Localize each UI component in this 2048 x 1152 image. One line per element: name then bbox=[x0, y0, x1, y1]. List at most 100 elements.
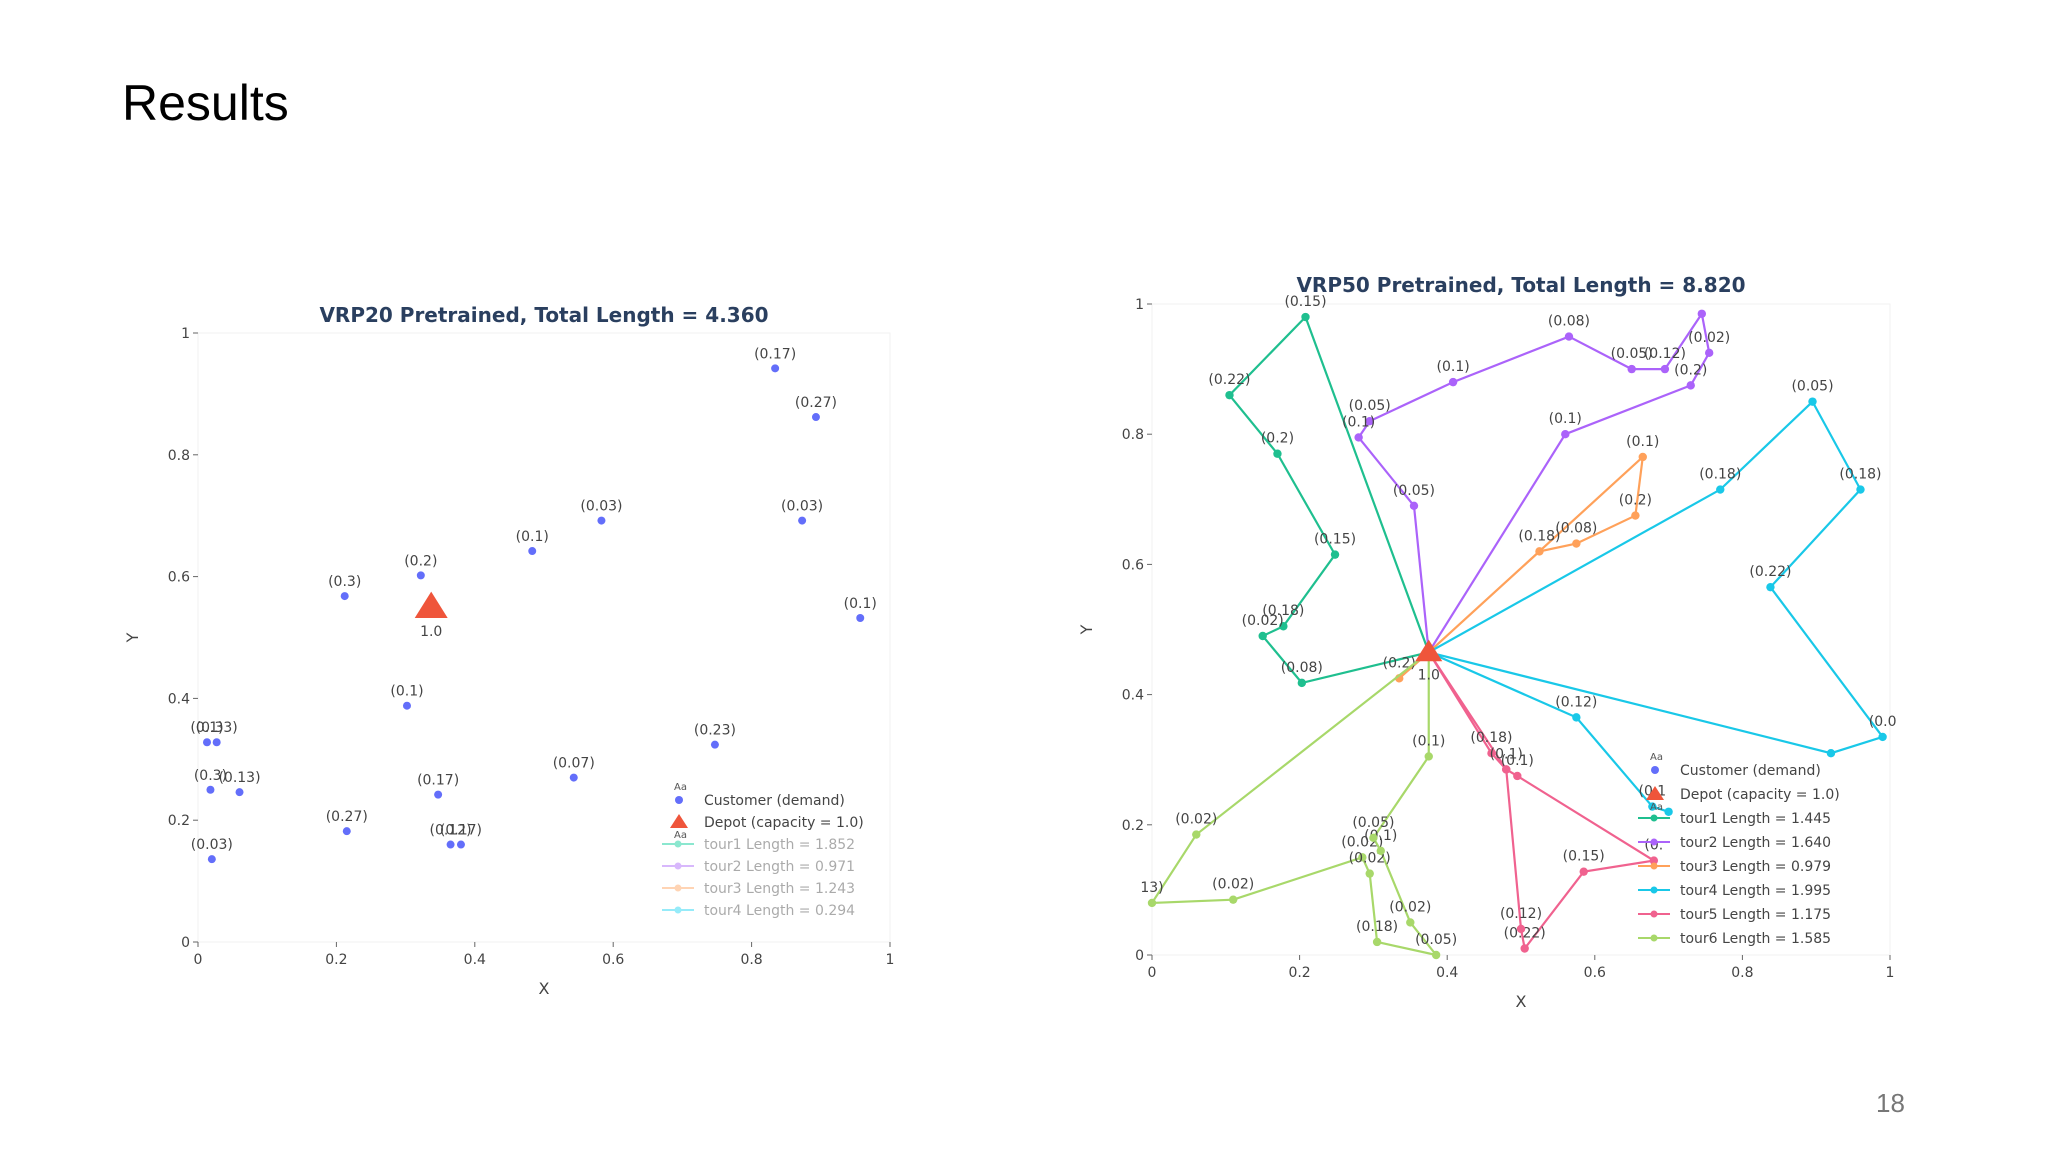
legend-tour-marker bbox=[1650, 862, 1658, 870]
tour-stop-demand-label: (0.1) bbox=[1437, 359, 1470, 375]
tour-stop-point bbox=[1766, 582, 1775, 592]
x-axis-label: X bbox=[539, 979, 550, 998]
tour-stop-point bbox=[1561, 430, 1570, 439]
tour-stop-demand-label: (0.12) bbox=[1644, 346, 1686, 362]
legend-tour-marker bbox=[674, 862, 682, 870]
customer-point bbox=[207, 855, 216, 864]
tour-stop-point bbox=[1716, 485, 1725, 494]
page-number: 18 bbox=[1876, 1088, 1905, 1118]
tour-stop-demand-label: (0.02) bbox=[1349, 851, 1391, 867]
legend-tour-marker bbox=[674, 840, 682, 848]
x-tick-label: 0.8 bbox=[1731, 965, 1753, 981]
customer-demand-label: (0.1) bbox=[516, 529, 549, 545]
vrp50-chart: VRP50 Pretrained, Total Length = 8.820 0 0… bbox=[1077, 273, 1896, 1011]
tour-stop-demand-label: (0.18) bbox=[1699, 467, 1741, 483]
tour-stop-demand-label: (0.15) bbox=[1284, 294, 1326, 310]
y-tick-label: 0.2 bbox=[168, 813, 190, 829]
y-tick-label: 0.6 bbox=[1122, 557, 1144, 573]
customer-demand-label: (0.3) bbox=[328, 574, 361, 590]
x-tick-label: 0.4 bbox=[1436, 965, 1458, 981]
legend-tour-marker bbox=[674, 884, 682, 892]
tour-stop-demand-label: (0.02) bbox=[1175, 812, 1217, 828]
depot-capacity-label: 1.0 bbox=[420, 624, 442, 640]
tour-stop-demand-label: (0.2) bbox=[1383, 655, 1416, 671]
customer-demand-label: (0.27) bbox=[326, 809, 368, 825]
customer-demand-label: (0.12) bbox=[430, 823, 472, 839]
tour-stop-point bbox=[1513, 771, 1522, 781]
tour-stop-demand-label: (0.08) bbox=[1281, 660, 1323, 676]
legend-item: Aa Customer (demand) bbox=[674, 782, 845, 809]
tour-stop-demand-label: (0.1) bbox=[1490, 746, 1523, 762]
tour-stop-point bbox=[1572, 713, 1581, 722]
chart-title: VRP20 Pretrained, Total Length = 4.360 bbox=[319, 303, 768, 327]
legend-item: tour5 Length = 1.175 bbox=[1638, 907, 1831, 923]
legend-label: Depot (capacity = 1.0) bbox=[1680, 787, 1840, 803]
tour-stop-demand-label: (0.15) bbox=[1314, 532, 1356, 548]
tour-stop-demand-label: (0.12) bbox=[1555, 694, 1597, 710]
legend-label: tour4 Length = 0.294 bbox=[704, 903, 855, 919]
tour-series: (0.18)(0.08) (0.2) (0.1) (0.2) bbox=[1383, 434, 1659, 683]
tour-stop-point bbox=[1664, 807, 1673, 816]
legend-label: tour1 Length = 1.445 bbox=[1680, 811, 1831, 827]
tour-stop-point bbox=[1147, 898, 1157, 908]
customer-point bbox=[710, 740, 719, 749]
x-tick-label: 0.6 bbox=[602, 952, 624, 968]
customer-point bbox=[569, 773, 578, 782]
legend-item: tour3 Length = 1.243 bbox=[662, 881, 855, 897]
tour-line bbox=[1398, 454, 1645, 680]
tour-stop-point bbox=[1431, 950, 1441, 960]
tour-stop-point bbox=[1258, 631, 1267, 641]
legend-aa-glyph: Aa bbox=[1650, 752, 1663, 763]
customer-point bbox=[342, 827, 351, 836]
depot-capacity-label: 1.0 bbox=[1418, 667, 1440, 683]
depot-marker bbox=[414, 591, 448, 619]
y-tick-label: 0.8 bbox=[168, 448, 190, 464]
customer-point bbox=[202, 738, 211, 747]
tour-stop-demand-label: (0.05) bbox=[1352, 815, 1394, 831]
legend-label: Depot (capacity = 1.0) bbox=[704, 815, 864, 831]
tour-series: (0.15) (0.22) (0.2) (0.15) (0.18)(0.02) (0.08… bbox=[1208, 294, 1433, 688]
plot-area bbox=[197, 332, 891, 943]
legend-label: tour2 Length = 0.971 bbox=[704, 859, 855, 875]
customer-point bbox=[456, 840, 465, 849]
tour-stop-point bbox=[1638, 452, 1647, 462]
customer-demand-label: (0.27) bbox=[795, 395, 837, 411]
tour-stop-point bbox=[1365, 416, 1374, 426]
tour-stop-point bbox=[1808, 397, 1817, 406]
tour-stop-demand-label: (0.05) bbox=[1393, 483, 1435, 499]
customer-point bbox=[798, 516, 807, 525]
tour-stop-demand-label: (0.08) bbox=[1555, 521, 1597, 537]
y-tick-label: 0 bbox=[181, 935, 190, 951]
plot-area bbox=[1151, 303, 1891, 956]
tour-series: (0.18)(0.05)(0.18)(0.22)(0.0(0.12)(0.1 bbox=[1424, 379, 1896, 816]
tour-stop-demand-label: (0.2) bbox=[1261, 431, 1294, 447]
legend-item: tour1 Length = 1.852 bbox=[662, 837, 855, 853]
tour-series: (0.18)(0.1)(0.1)(0.(0.15)(0.22)(0.12) bbox=[1424, 648, 1663, 953]
tour-series: (0.02) 13) (0.02) (0.02) (0.02) (0.18) (0.05) (… bbox=[1140, 648, 1457, 960]
customer-demand-label: (0.1) bbox=[190, 720, 223, 736]
tour-stop-point bbox=[1660, 364, 1670, 374]
tour-stop-demand-label: (0.05) bbox=[1611, 346, 1653, 362]
customer-point bbox=[212, 738, 221, 747]
legend-label: tour6 Length = 1.585 bbox=[1680, 931, 1831, 947]
tour-stop-demand-label: (0.02) bbox=[1212, 877, 1254, 893]
tour-stop-demand-label: (0.18) bbox=[1470, 730, 1512, 746]
chart-title: VRP50 Pretrained, Total Length = 8.820 bbox=[1296, 273, 1745, 297]
tour-stop-point bbox=[1520, 944, 1529, 953]
tour-stop-demand-label: (0.18) bbox=[1839, 467, 1881, 483]
tour-stop-point bbox=[1572, 539, 1581, 548]
x-tick-label: 1 bbox=[1886, 965, 1895, 981]
tour-stop-point bbox=[1369, 833, 1378, 843]
legend-depot-marker bbox=[1646, 786, 1664, 800]
customer-point bbox=[856, 614, 865, 623]
customer-point bbox=[340, 592, 349, 601]
customer-point bbox=[402, 701, 411, 710]
x-tick-label: 0 bbox=[1148, 965, 1157, 981]
customer-demand-label: (0.03) bbox=[191, 837, 233, 853]
tour-stop-demand-label: (0.08) bbox=[1548, 314, 1590, 330]
customer-point bbox=[416, 571, 425, 580]
legend-label: tour2 Length = 1.640 bbox=[1680, 835, 1831, 851]
legend-label: Customer (demand) bbox=[704, 793, 845, 809]
tour-stop-point bbox=[1273, 449, 1282, 458]
customer-demand-label: (0.07) bbox=[553, 756, 595, 772]
